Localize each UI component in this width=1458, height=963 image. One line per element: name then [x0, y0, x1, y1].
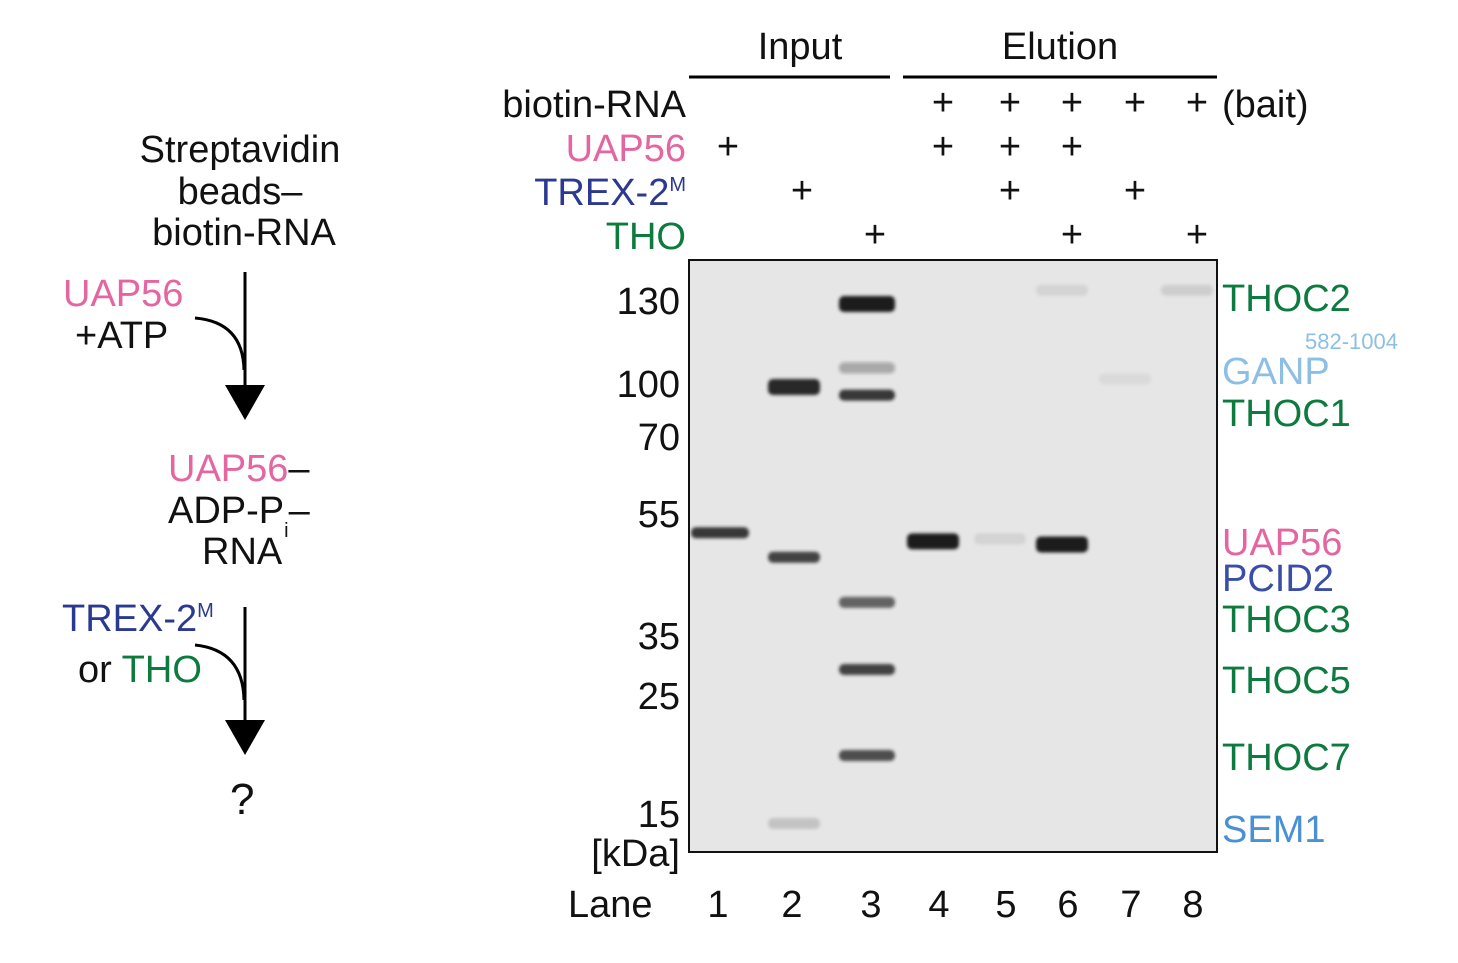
protein-label: THOC5 — [1222, 660, 1351, 702]
gel-band — [1036, 536, 1088, 553]
curved-arrow-icon — [194, 316, 246, 371]
input-label: Input — [757, 26, 843, 68]
scheme-step1-reagent: UAP56 — [63, 273, 184, 315]
gel-band — [1099, 373, 1151, 385]
row-label-text: biotin-RNA — [502, 84, 686, 126]
gel-band — [1161, 284, 1213, 296]
plus-sign: + — [1185, 214, 1209, 256]
scheme-step1-cofactor: +ATP — [75, 315, 169, 357]
protein-label: THOC2 — [1222, 278, 1351, 320]
row-label: UAP56 — [380, 130, 686, 168]
arrow-down-icon — [225, 607, 265, 755]
lane-number: 8 — [1182, 884, 1204, 926]
scheme-intermediate-line3: RNA — [202, 531, 283, 573]
scheme-start-line2: beads– — [177, 171, 303, 213]
scheme-intermediate-line1: UAP56– — [168, 450, 310, 488]
row-label-text: THO — [605, 216, 686, 258]
lane-number: 5 — [995, 884, 1017, 926]
protein-label: THOC7 — [1222, 737, 1351, 779]
curved-arrow-icon — [194, 643, 246, 701]
gel-bands — [691, 284, 1213, 829]
dash: – — [288, 490, 310, 532]
scheme-start-line3: biotin-RNA — [152, 212, 336, 254]
protein-label: THOC1 — [1222, 393, 1351, 435]
plus-sign: + — [931, 126, 955, 168]
marker-label: 25 — [637, 676, 680, 718]
row-label: biotin-RNA — [380, 86, 686, 124]
marker-label: 15 — [637, 794, 680, 836]
protein-label-sup: 582-1004 — [1305, 329, 1398, 354]
bait-note: (bait) — [1222, 84, 1309, 126]
row-label-text: TREX-2 — [534, 172, 670, 214]
plus-sign: + — [1123, 82, 1147, 124]
uap56-text: UAP56 — [168, 448, 289, 490]
gel-band — [839, 389, 895, 401]
tho-text: THO — [121, 649, 202, 691]
marker-label: 70 — [637, 417, 680, 459]
gel-band — [839, 362, 895, 374]
protein-label: THOC3 — [1222, 599, 1351, 641]
protein-label: PCID2 — [1222, 558, 1334, 600]
dash: – — [288, 448, 310, 490]
row-label-text: UAP56 — [565, 128, 686, 170]
gel-band — [974, 533, 1026, 545]
gel-band — [768, 551, 820, 563]
marker-label: 100 — [616, 364, 680, 406]
gel-band — [839, 296, 895, 312]
lane-number: 4 — [928, 884, 950, 926]
protein-label: GANP — [1222, 351, 1330, 393]
gel-band — [839, 750, 895, 761]
plus-sign: + — [998, 82, 1022, 124]
gel-band — [1036, 284, 1088, 296]
gel-band — [768, 379, 820, 395]
gel-band — [839, 664, 895, 675]
adp-pi-text: ADP-P — [168, 490, 285, 532]
lane-number: 6 — [1057, 884, 1079, 926]
plus-sign: + — [790, 170, 814, 212]
plus-sign: + — [1185, 82, 1209, 124]
gel-band — [768, 818, 820, 829]
marker-label: 55 — [637, 494, 680, 536]
plus-sign: + — [998, 170, 1022, 212]
plus-sign: + — [716, 126, 740, 168]
scheme-step2-reagent: TREX-2M — [62, 600, 214, 638]
gel-band — [691, 527, 749, 539]
superscript-m: M — [197, 600, 214, 622]
plus-sign: + — [998, 126, 1022, 168]
protein-label: UAP56 — [1222, 522, 1343, 564]
arrow-down-icon — [225, 272, 265, 420]
plus-sign: + — [1060, 214, 1084, 256]
gel-band — [839, 596, 895, 608]
scheme-intermediate-line2: ADP-Pi– — [168, 492, 310, 541]
trex2-text: TREX-2 — [62, 598, 198, 640]
lane-number: 3 — [860, 884, 882, 926]
row-label: THO — [380, 218, 686, 256]
elution-label: Elution — [1001, 26, 1119, 68]
plus-sign: + — [1123, 170, 1147, 212]
row-label: TREX-2M — [380, 174, 686, 212]
gel-band — [907, 533, 959, 550]
marker-unit: [kDa] — [591, 833, 680, 875]
plus-sign: + — [931, 82, 955, 124]
lane-number: 2 — [781, 884, 803, 926]
scheme-step2-alt: or THO — [78, 651, 202, 689]
plus-sign: + — [1060, 126, 1084, 168]
scheme-start-line1: Streptavidin — [139, 129, 341, 171]
plus-sign: + — [1060, 82, 1084, 124]
lane-number: 1 — [707, 884, 729, 926]
marker-label: 35 — [637, 616, 680, 658]
scheme-result: ? — [230, 775, 255, 824]
marker-label: 130 — [616, 281, 680, 323]
protein-label: SEM1 — [1222, 809, 1326, 851]
subscript-i: i — [284, 520, 289, 542]
lane-label: Lane — [568, 884, 653, 926]
lane-number: 7 — [1120, 884, 1142, 926]
or-text: or — [78, 649, 122, 691]
plus-sign: + — [863, 214, 887, 256]
row-label-sup: M — [669, 174, 686, 196]
